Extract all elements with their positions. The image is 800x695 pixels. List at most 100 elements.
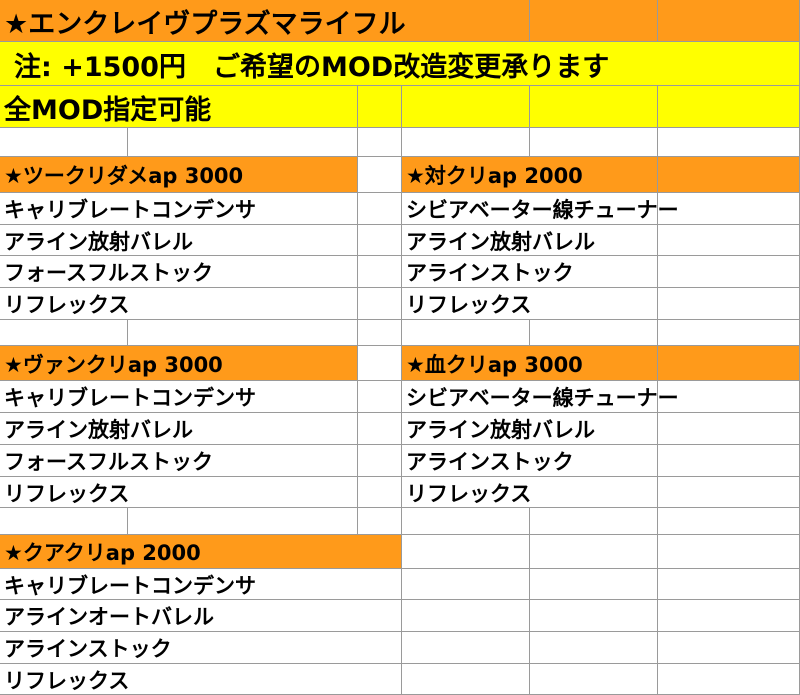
cell bbox=[0, 225, 358, 256]
section-heading: ★対クリap 2000 bbox=[406, 164, 583, 188]
sub-notice: 全MOD指定可能 bbox=[4, 94, 212, 126]
cell bbox=[658, 508, 800, 535]
cell bbox=[402, 157, 658, 193]
cell bbox=[358, 86, 402, 128]
cell bbox=[658, 288, 800, 320]
cell bbox=[358, 157, 402, 193]
cell bbox=[402, 477, 658, 508]
cell bbox=[402, 632, 530, 664]
cell bbox=[402, 346, 658, 381]
cell bbox=[658, 128, 800, 157]
section-heading: ★ツークリダメap 3000 bbox=[4, 164, 244, 188]
cell bbox=[658, 381, 800, 413]
cell bbox=[0, 320, 128, 346]
cell bbox=[530, 86, 658, 128]
cell bbox=[658, 632, 800, 664]
cell bbox=[530, 0, 658, 42]
mod-item: リフレックス bbox=[406, 293, 532, 317]
cell bbox=[530, 508, 658, 535]
cell bbox=[402, 193, 658, 225]
cell bbox=[530, 128, 658, 157]
cell bbox=[658, 413, 800, 445]
cell bbox=[658, 535, 800, 569]
cell bbox=[0, 42, 800, 86]
cell bbox=[358, 225, 402, 256]
cell bbox=[0, 632, 402, 664]
cell bbox=[0, 413, 358, 445]
cell bbox=[402, 600, 530, 632]
mod-item: アラインオートバレル bbox=[4, 605, 214, 629]
cell bbox=[0, 0, 530, 42]
cell bbox=[128, 508, 358, 535]
mod-item: アラインストック bbox=[406, 450, 574, 474]
cell bbox=[658, 600, 800, 632]
mod-item: シビアベーター線チューナー bbox=[406, 198, 679, 222]
cell bbox=[530, 569, 658, 600]
cell bbox=[402, 445, 658, 477]
mod-item: リフレックス bbox=[4, 293, 130, 317]
cell bbox=[530, 320, 658, 346]
cell bbox=[402, 128, 530, 157]
mod-item: アライン放射バレル bbox=[4, 418, 193, 442]
cell bbox=[402, 320, 530, 346]
cell bbox=[402, 664, 530, 695]
cell bbox=[658, 193, 800, 225]
cell bbox=[658, 569, 800, 600]
mod-item: アライン放射バレル bbox=[406, 418, 595, 442]
cell bbox=[402, 256, 658, 288]
cell bbox=[402, 288, 658, 320]
cell bbox=[402, 535, 530, 569]
cell bbox=[658, 256, 800, 288]
cell bbox=[358, 193, 402, 225]
mod-item: リフレックス bbox=[406, 481, 532, 506]
cell bbox=[658, 477, 800, 508]
cell bbox=[0, 600, 402, 632]
cell bbox=[358, 320, 402, 346]
cell bbox=[530, 600, 658, 632]
cell bbox=[0, 86, 358, 128]
mod-item: アラインストック bbox=[4, 637, 172, 661]
mod-item: フォースフルストック bbox=[4, 261, 213, 285]
notice: 注: +1500円 ご希望のMOD改造変更承ります bbox=[14, 51, 610, 83]
cell bbox=[658, 157, 800, 193]
mod-item: キャリブレートコンデンサ bbox=[4, 573, 256, 598]
cell bbox=[658, 225, 800, 256]
cell bbox=[128, 320, 358, 346]
cell bbox=[358, 128, 402, 157]
sheet-title: ★エンクレイヴプラズマライフル bbox=[4, 8, 406, 40]
cell bbox=[530, 664, 658, 695]
cell bbox=[658, 320, 800, 346]
cell bbox=[0, 445, 358, 477]
mod-item: アライン放射バレル bbox=[406, 229, 595, 254]
cell bbox=[0, 193, 358, 225]
cell bbox=[0, 569, 402, 600]
mod-item: リフレックス bbox=[4, 668, 130, 693]
cell bbox=[358, 508, 402, 535]
cell bbox=[658, 0, 800, 42]
cell bbox=[0, 508, 128, 535]
mod-item: キャリブレートコンデンサ bbox=[4, 198, 256, 222]
cell bbox=[402, 225, 658, 256]
section-heading: ★血クリap 3000 bbox=[406, 352, 583, 377]
cell bbox=[402, 569, 530, 600]
cell bbox=[402, 381, 658, 413]
cell bbox=[358, 288, 402, 320]
cell bbox=[402, 508, 530, 535]
cell bbox=[0, 381, 358, 413]
cell bbox=[0, 157, 358, 193]
cell bbox=[402, 86, 530, 128]
cell bbox=[358, 346, 402, 381]
section-heading: ★クアクリap 2000 bbox=[4, 541, 201, 565]
mod-item: フォースフルストック bbox=[4, 450, 213, 474]
cell bbox=[358, 413, 402, 445]
mod-item: リフレックス bbox=[4, 481, 130, 506]
cell bbox=[402, 413, 658, 445]
cell bbox=[658, 86, 800, 128]
cell bbox=[0, 128, 128, 157]
cell bbox=[0, 256, 358, 288]
cell bbox=[658, 664, 800, 695]
section-heading: ★ヴァンクリap 3000 bbox=[4, 352, 223, 377]
cell bbox=[530, 632, 658, 664]
cell bbox=[530, 535, 658, 569]
